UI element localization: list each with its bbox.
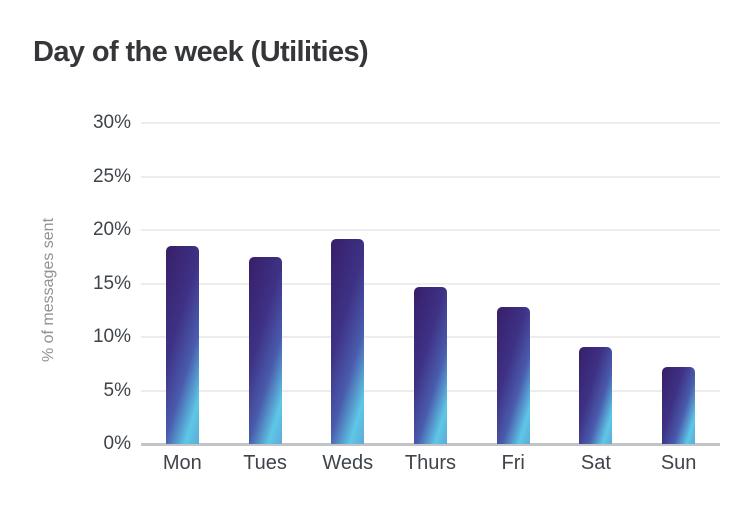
bar-fri: [496, 307, 530, 444]
x-tick-sun: Sun: [660, 452, 697, 474]
x-axis-line: [141, 443, 720, 446]
y-tick-20%: 20%: [92, 219, 131, 240]
bar-tues: [248, 256, 282, 444]
x-tick-sat: Sat: [580, 452, 611, 474]
bar-sun: [662, 366, 696, 444]
gridline-25%: [141, 175, 720, 178]
bar-sat: [579, 346, 613, 444]
bar-mon: [165, 246, 199, 444]
gridline-30%: [141, 122, 720, 124]
plot-area: [141, 122, 720, 446]
gridline-20%: [141, 229, 720, 231]
bar-weds: [331, 238, 365, 444]
x-tick-tues: Tues: [243, 452, 287, 474]
chart-title: Day of the week (Utilities): [33, 36, 369, 68]
x-tick-thurs: Thurs: [404, 452, 457, 474]
x-tick-fri: Fri: [501, 452, 525, 474]
gridline-15%: [141, 282, 720, 285]
y-tick-15%: 15%: [92, 272, 131, 294]
y-tick-10%: 10%: [92, 326, 131, 347]
y-tick-0%: 0%: [103, 433, 131, 454]
y-tick-30%: 30%: [92, 112, 131, 133]
x-tick-weds: Weds: [322, 452, 374, 474]
bar-thurs: [414, 286, 447, 444]
x-tick-mon: Mon: [162, 452, 202, 474]
y-tick-25%: 25%: [92, 165, 131, 187]
y-tick-5%: 5%: [103, 379, 131, 401]
